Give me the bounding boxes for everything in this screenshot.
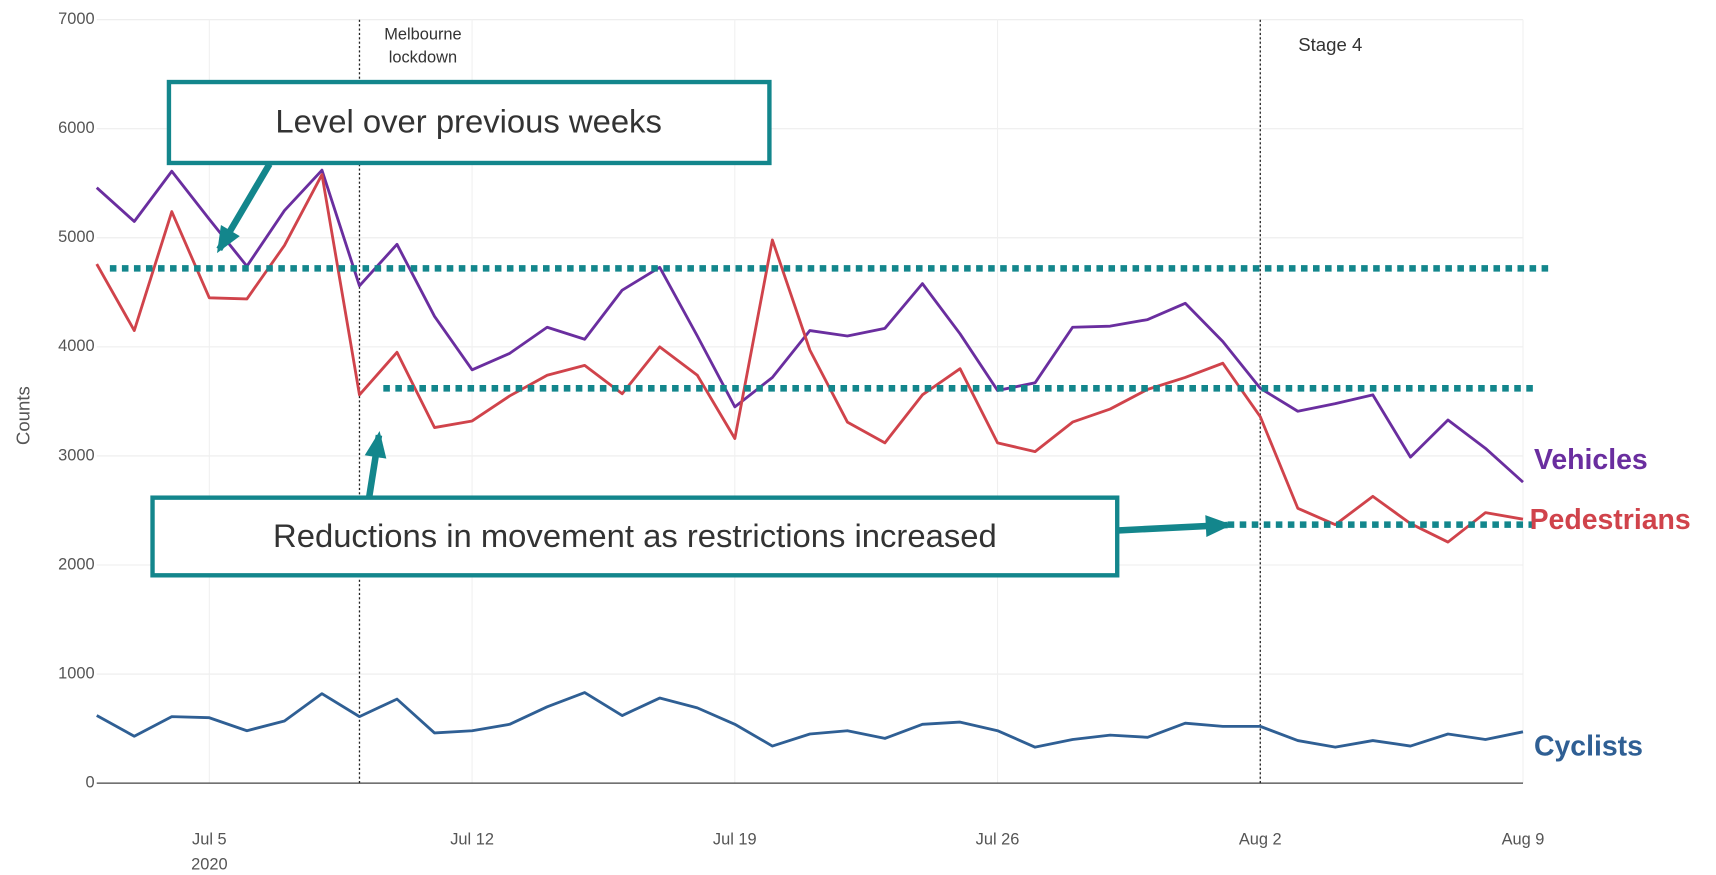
y-axis-label: Counts	[12, 386, 33, 445]
y-tick-label: 0	[85, 773, 94, 791]
x-tick-label: Aug 2	[1239, 830, 1282, 848]
callout-text: Reductions in movement as restrictions i…	[273, 517, 997, 554]
y-tick-label: 4000	[58, 337, 94, 355]
series-label: Cyclists	[1534, 731, 1643, 763]
callout-box	[166, 79, 772, 166]
series-label: Pedestrians	[1530, 504, 1691, 536]
arrow-head	[1205, 515, 1233, 538]
y-tick-label: 1000	[58, 664, 94, 682]
y-tick-label: 6000	[58, 119, 94, 137]
x-tick-label: Jul 12	[450, 830, 494, 848]
series-line	[95, 168, 1524, 484]
callout-text: Level over previous weeks	[275, 102, 661, 139]
event-label: Stage 4	[1298, 34, 1362, 55]
series-group	[95, 168, 1524, 749]
x-tick-label: Aug 9	[1502, 830, 1545, 848]
y-tick-label: 5000	[58, 228, 94, 246]
x-tick-sublabel: 2020	[191, 855, 227, 873]
x-tick-label: Jul 26	[976, 830, 1020, 848]
callout-box	[150, 495, 1120, 578]
y-tick-label: 7000	[58, 10, 94, 28]
event-label: lockdown	[389, 48, 457, 66]
series-line	[96, 691, 1524, 749]
event-label: Melbourne	[384, 25, 461, 43]
y-tick-label: 2000	[58, 555, 94, 573]
y-tick-label: 3000	[58, 446, 94, 464]
arrow-head	[364, 430, 387, 459]
arrow-head	[217, 224, 240, 254]
x-tick-label: Jul 5	[192, 830, 227, 848]
series-line	[95, 173, 1524, 544]
x-tick-label: Jul 19	[713, 830, 757, 848]
series-label: Vehicles	[1534, 444, 1648, 476]
